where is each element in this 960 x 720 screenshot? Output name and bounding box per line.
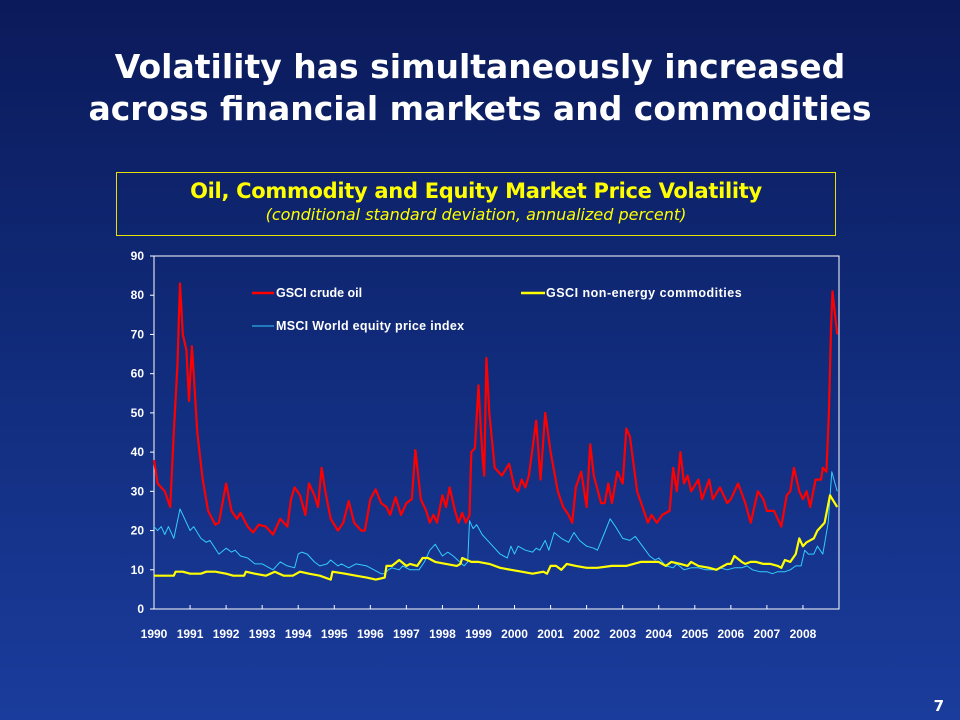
x-tick-label: 2004 xyxy=(645,627,672,641)
chart-title: Oil, Commodity and Equity Market Price V… xyxy=(190,179,762,203)
x-tick-label: 2007 xyxy=(754,627,781,641)
x-tick-label: 1994 xyxy=(285,627,312,641)
y-tick-label: 0 xyxy=(137,602,144,616)
legend-label-nonenergy: GSCI non-energy commodities xyxy=(546,286,742,300)
x-tick-label: 1992 xyxy=(213,627,240,641)
series-line-gsci-crude-oil xyxy=(152,282,839,536)
x-tick-label: 1990 xyxy=(141,627,168,641)
slide-title-line2: across financial markets and commodities xyxy=(88,89,872,128)
x-tick-label: 2005 xyxy=(681,627,708,641)
x-tick-label: 2006 xyxy=(717,627,744,641)
x-tick-label: 2008 xyxy=(790,627,817,641)
y-tick-label: 70 xyxy=(131,327,145,341)
x-tick-label: 1998 xyxy=(429,627,456,641)
x-tick-label: 2000 xyxy=(501,627,528,641)
x-tick-label: 2002 xyxy=(573,627,600,641)
x-tick-label: 1993 xyxy=(249,627,276,641)
x-tick-label: 1999 xyxy=(465,627,492,641)
x-tick-label: 1995 xyxy=(321,627,348,641)
x-tick-label: 2003 xyxy=(609,627,636,641)
y-tick-label: 10 xyxy=(131,563,145,577)
x-tick-label: 1996 xyxy=(357,627,384,641)
slide-title: Volatility has simultaneously increased … xyxy=(0,46,960,130)
x-tick-label: 2001 xyxy=(537,627,564,641)
slide-title-line1: Volatility has simultaneously increased xyxy=(114,47,846,86)
y-tick-label: 60 xyxy=(131,367,145,381)
chart-title-box: Oil, Commodity and Equity Market Price V… xyxy=(116,172,836,236)
x-tick-label: 1997 xyxy=(393,627,420,641)
y-tick-label: 50 xyxy=(131,406,145,420)
plot-area xyxy=(153,255,840,610)
page-number: 7 xyxy=(933,697,944,715)
y-tick-label: 20 xyxy=(131,524,145,538)
y-tick-label: 80 xyxy=(131,288,145,302)
legend-label-oil: GSCI crude oil xyxy=(276,286,362,300)
series-line-msci-world-equity-price-index xyxy=(153,471,838,575)
y-tick-label: 30 xyxy=(131,484,145,498)
chart-subtitle: (conditional standard deviation, annuali… xyxy=(265,205,687,224)
legend-label-msci: MSCI World equity price index xyxy=(276,319,464,333)
y-tick-label: 90 xyxy=(131,249,145,263)
y-tick-label: 40 xyxy=(131,445,145,459)
x-tick-label: 1991 xyxy=(177,627,204,641)
series-line-gsci-non-energy-commodities xyxy=(154,494,839,581)
